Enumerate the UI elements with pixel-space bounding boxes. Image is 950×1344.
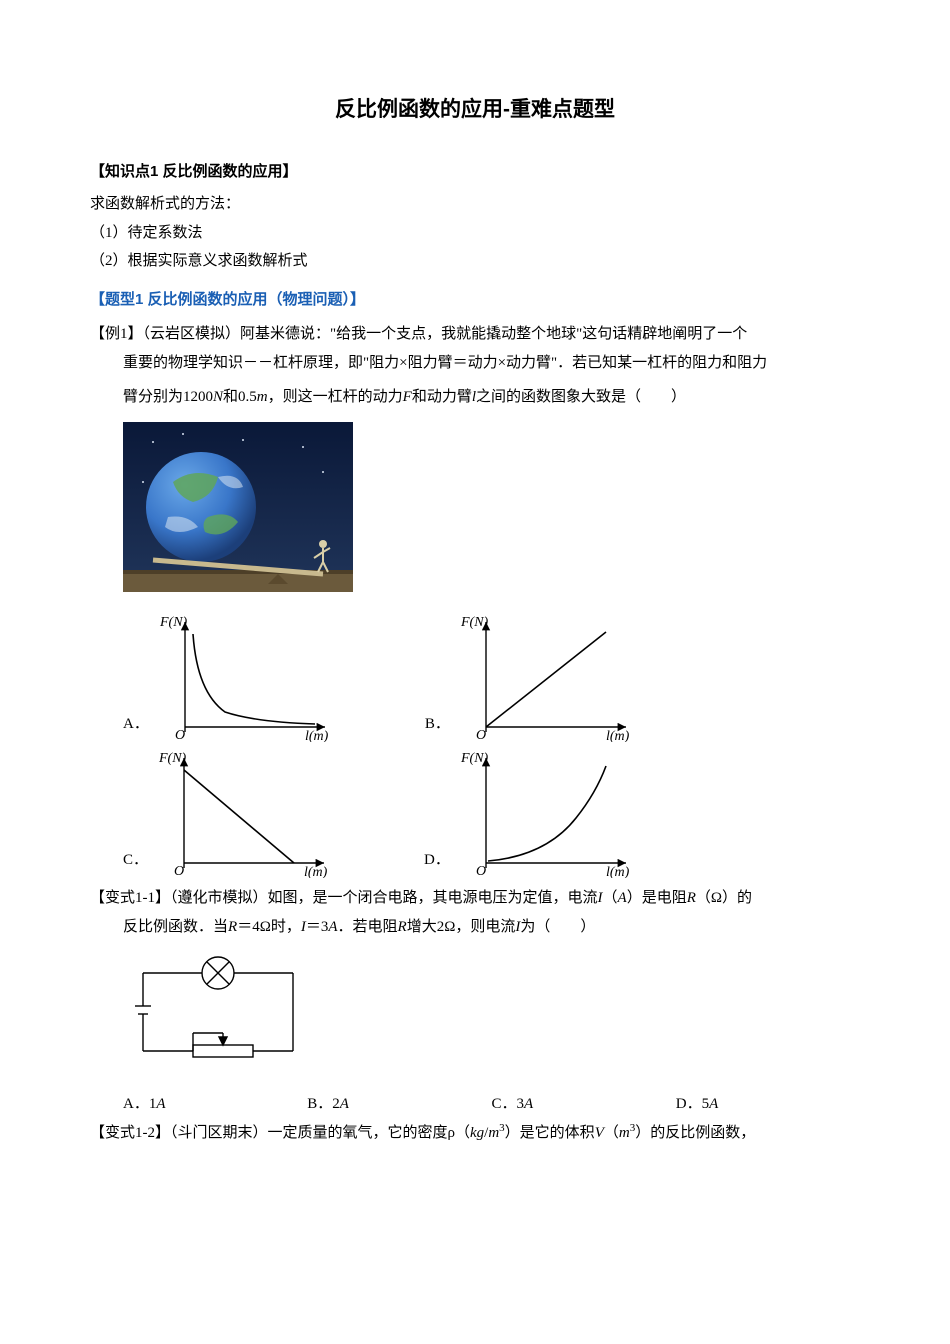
type-heading: 【题型1 反比例函数的应用（物理问题）】 [90,286,860,315]
method-2: （2）根据实际意义求函数解析式 [90,247,860,276]
variant11-line2: 反比例函数．当R＝4Ω时，I＝3A．若电阻R增大2Ω，则电流I为（ ） [90,913,860,942]
page-title: 反比例函数的应用-重难点题型 [90,90,860,130]
svg-text:l(m): l(m) [606,729,630,742]
svg-text:F(N): F(N) [460,615,489,630]
method-intro: 求函数解析式的方法： [90,190,860,219]
svg-text:O: O [476,728,486,742]
option-row-1: A． F(N) l(m) O B． F(N) l(m) O [123,612,860,742]
svg-text:F(N): F(N) [460,751,489,766]
svg-text:O: O [175,728,185,742]
option-c-chart: F(N) l(m) O [154,748,334,878]
option-row-2: C． F(N) l(m) O D． F(N) l(m) O [123,748,860,878]
svg-text:F(N): F(N) [159,615,188,630]
option-b-chart: F(N) l(m) O [456,612,636,742]
option-b-label: B． [425,710,450,739]
variant11-options: A．1A B．2A C．3A D．5A [123,1090,860,1119]
svg-text:O: O [476,864,486,878]
svg-text:l(m): l(m) [606,865,630,878]
option-d-chart: F(N) l(m) O [456,748,636,878]
example1-line1: 【例1】（云岩区模拟）阿基米德说："给我一个支点，我就能撬动整个地球"这句话精辟… [123,320,860,349]
option-a-label: A． [123,710,149,739]
opt-c: C．3A [492,1090,676,1119]
option-a-chart: F(N) l(m) O [155,612,335,742]
knowledge-point-heading: 【知识点1 反比例函数的应用】 [90,158,860,187]
opt-a: A．1A [123,1090,307,1119]
method-1: （1）待定系数法 [90,219,860,248]
option-c-label: C． [123,846,148,875]
variant11-line1: 【变式1-1】（遵化市模拟）如图，是一个闭合电路，其电源电压为定值，电流I（A）… [123,884,860,913]
svg-text:F(N): F(N) [158,751,187,766]
variant12-line1: 【变式1-2】（斗门区期末）一定质量的氧气，它的密度ρ（kg/m3）是它的体积V… [123,1118,860,1148]
svg-text:l(m): l(m) [305,729,329,742]
circuit-figure [123,951,860,1082]
opt-b: B．2A [307,1090,491,1119]
opt-d: D．5A [676,1090,860,1119]
example1-line2: 重要的物理学知识－－杠杆原理，即"阻力×阻力臂＝动力×动力臂"．若已知某一杠杆的… [90,349,860,378]
svg-text:l(m): l(m) [304,865,328,878]
option-d-label: D． [424,846,450,875]
example1-line3: 臂分别为1200N和0.5m，则这一杠杆的动力F和动力臂l之间的函数图象大致是（… [90,383,860,412]
svg-text:O: O [174,864,184,878]
earth-figure [123,422,860,603]
